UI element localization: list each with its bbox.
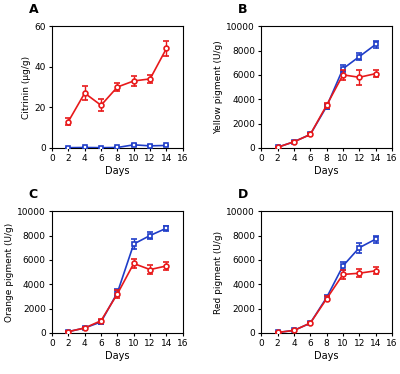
Text: D: D <box>238 188 248 202</box>
Text: C: C <box>28 188 38 202</box>
Y-axis label: Citrinin (μg/g): Citrinin (μg/g) <box>22 55 32 119</box>
X-axis label: Days: Days <box>105 351 130 361</box>
X-axis label: Days: Days <box>314 166 339 176</box>
Text: B: B <box>238 3 247 16</box>
X-axis label: Days: Days <box>314 351 339 361</box>
Text: A: A <box>28 3 38 16</box>
Y-axis label: Yellow pigment (U/g): Yellow pigment (U/g) <box>214 40 224 134</box>
Y-axis label: Red pigment (U/g): Red pigment (U/g) <box>214 230 224 313</box>
X-axis label: Days: Days <box>105 166 130 176</box>
Y-axis label: Orange pigment (U/g): Orange pigment (U/g) <box>5 223 14 322</box>
